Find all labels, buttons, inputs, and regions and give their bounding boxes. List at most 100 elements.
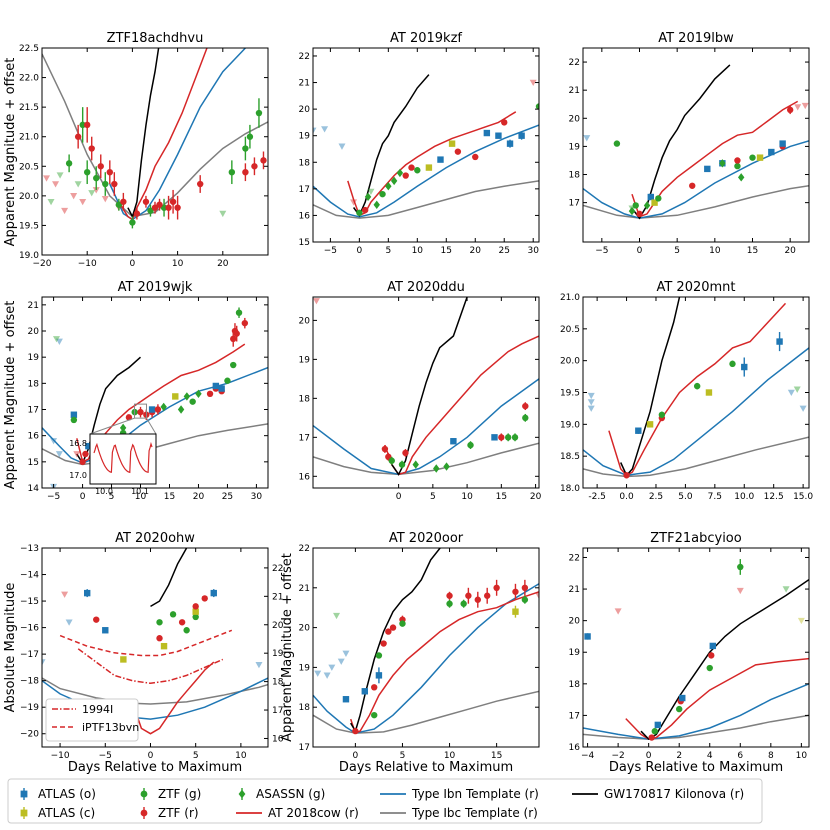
data-point-atlas_c <box>651 199 658 206</box>
y-tick-label: −19 <box>20 703 39 713</box>
x-tick-label: −2 <box>611 751 624 761</box>
y-tick-label: −20 <box>20 730 39 740</box>
x-tick-label: 30 <box>251 492 263 502</box>
y-tick-label: 18.5 <box>560 452 580 462</box>
panel-frame <box>582 296 810 489</box>
data-point-atlas_o <box>437 156 444 163</box>
y-tick-label: 18 <box>28 379 40 389</box>
y2-tick-label: 16 <box>272 734 284 744</box>
series-line-cow <box>118 48 208 221</box>
data-point-atlas_o <box>483 129 491 137</box>
data-point-ztf_g <box>613 140 621 147</box>
x-tick-label: 20 <box>470 246 482 256</box>
series-line-cow <box>625 657 809 740</box>
panel-title: AT 2020ohw <box>115 531 195 546</box>
series-line-ibn <box>109 48 248 221</box>
data-point-ztf_r <box>454 148 462 155</box>
panel-7: AT 2020ohw −10 −5 0 5 10 −13 −14 −15 −16 −17 −18 −19… <box>3 531 284 775</box>
data-point-ztf_g <box>749 154 756 161</box>
y-tick-label: 17 <box>299 743 310 753</box>
data-point-ztf_r <box>623 472 630 479</box>
y-tick-label: 18 <box>299 158 311 168</box>
data-point-ztf_g <box>379 190 386 198</box>
upper-limit-marker <box>313 298 320 305</box>
y-tick-label: 19.0 <box>560 420 580 430</box>
data-point-ztf_r <box>352 727 359 735</box>
x-tick-label: 15 <box>496 492 507 502</box>
series-line-cow <box>136 661 215 735</box>
y-tick-label: 21 <box>299 584 310 594</box>
data-point-asassn_g <box>390 176 398 186</box>
data-point-ztf_r <box>371 684 378 691</box>
inset-y-tick-label: 16.8 <box>69 439 87 448</box>
figure-legend: ATLAS (o) ATLAS (c) ZTF (g) ZTF (r) ASASSN (… <box>7 778 763 824</box>
y-tick-label: 19 <box>299 132 311 142</box>
x-tick-label: 0 <box>130 259 136 269</box>
y-tick-label: 22 <box>299 544 310 554</box>
x-tick-label: -2.5 <box>588 492 606 502</box>
inset-zoom-box <box>134 403 148 419</box>
upper-limit-marker <box>535 592 539 600</box>
x-tick-label: 0 <box>148 751 154 761</box>
data-point-atlas_o <box>491 434 498 441</box>
legend-label-kn: GW170817 Kilonova (r) <box>604 787 744 801</box>
y2-tick-label: 20 <box>272 621 284 631</box>
panel-frame <box>582 47 810 243</box>
upper-limit-marker <box>73 451 81 458</box>
legend-label-ztf_g: ZTF (g) <box>158 787 201 801</box>
series-line-kn <box>150 548 188 608</box>
x-tick-label: 20 <box>193 492 205 502</box>
series-line-ibc <box>583 436 809 478</box>
data-point-ztf_r <box>125 414 133 421</box>
panel-title: ZTF18achdhvu <box>107 31 204 46</box>
data-point-atlas_c <box>160 642 168 650</box>
data-point-ztf_r <box>156 635 163 642</box>
upper-limit-marker <box>809 104 816 110</box>
data-point-ztf_r <box>512 588 519 595</box>
data-point-ztf_r <box>484 592 491 599</box>
upper-limit-marker <box>42 659 46 666</box>
data-point-ztf_r <box>151 204 159 211</box>
panel-frame <box>582 547 810 748</box>
legend-label-ztf_r: ZTF (r) <box>158 806 199 820</box>
inset-lightcurve <box>93 441 153 474</box>
y-tick-label: 18 <box>569 680 581 690</box>
y-tick-label: 21 <box>28 301 39 311</box>
data-point-ztf_r <box>154 406 162 413</box>
data-point-atlas_o <box>361 688 368 695</box>
y-tick-label: 22 <box>569 553 580 563</box>
data-point-ztf_g <box>446 600 453 607</box>
plot-area <box>42 548 268 735</box>
x-axis-label: Days Relative to Maximum <box>609 760 783 775</box>
y2-tick-label: 18 <box>272 678 284 688</box>
panel-title: AT 2019kzf <box>390 31 462 46</box>
inset-connector <box>146 417 157 435</box>
series-line-ibn <box>583 347 809 477</box>
data-point-ztf_r <box>786 106 794 114</box>
data-point-atlas_o <box>635 427 642 434</box>
data-point-ztf_r <box>206 390 214 398</box>
y-tick-label: −13 <box>20 544 39 554</box>
data-point-ztf_r <box>142 198 150 205</box>
series-line-ibc <box>583 185 809 219</box>
upper-limit-marker <box>338 143 346 150</box>
data-point-ztf_r <box>380 640 387 647</box>
data-point-ztf_g <box>79 121 86 129</box>
data-point-asassn_g <box>364 192 372 202</box>
data-point-ztf_r <box>242 169 249 176</box>
upper-limit-marker <box>74 181 82 188</box>
data-point-atlas_o <box>741 363 748 371</box>
series-line-ztf_r <box>77 648 224 685</box>
x-tick-label: 10 <box>235 751 247 761</box>
data-point-ztf_g <box>676 705 683 713</box>
x-tick-label: 10 <box>461 492 473 502</box>
y-tick-label: 21.5 <box>19 103 39 113</box>
x-tick-label: 5.0 <box>678 492 693 502</box>
series-line-ibc <box>313 690 539 734</box>
data-point-ztf_g <box>160 204 168 211</box>
data-point-ztf_r <box>197 180 204 188</box>
data-point-ztf_g <box>230 361 237 369</box>
y-tick-label: 19.5 <box>560 389 580 399</box>
data-point-asassn_g <box>738 173 745 182</box>
x-tick-label: 5 <box>674 246 680 256</box>
